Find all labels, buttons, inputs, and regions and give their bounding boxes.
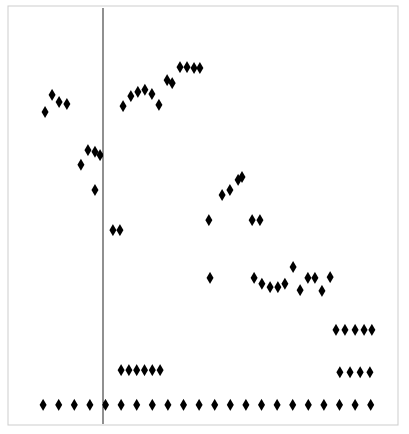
- page: {"chart_data": {"type": "scatter", "colo…: [0, 0, 409, 434]
- plot-frame: [8, 6, 398, 425]
- chart: [0, 0, 409, 434]
